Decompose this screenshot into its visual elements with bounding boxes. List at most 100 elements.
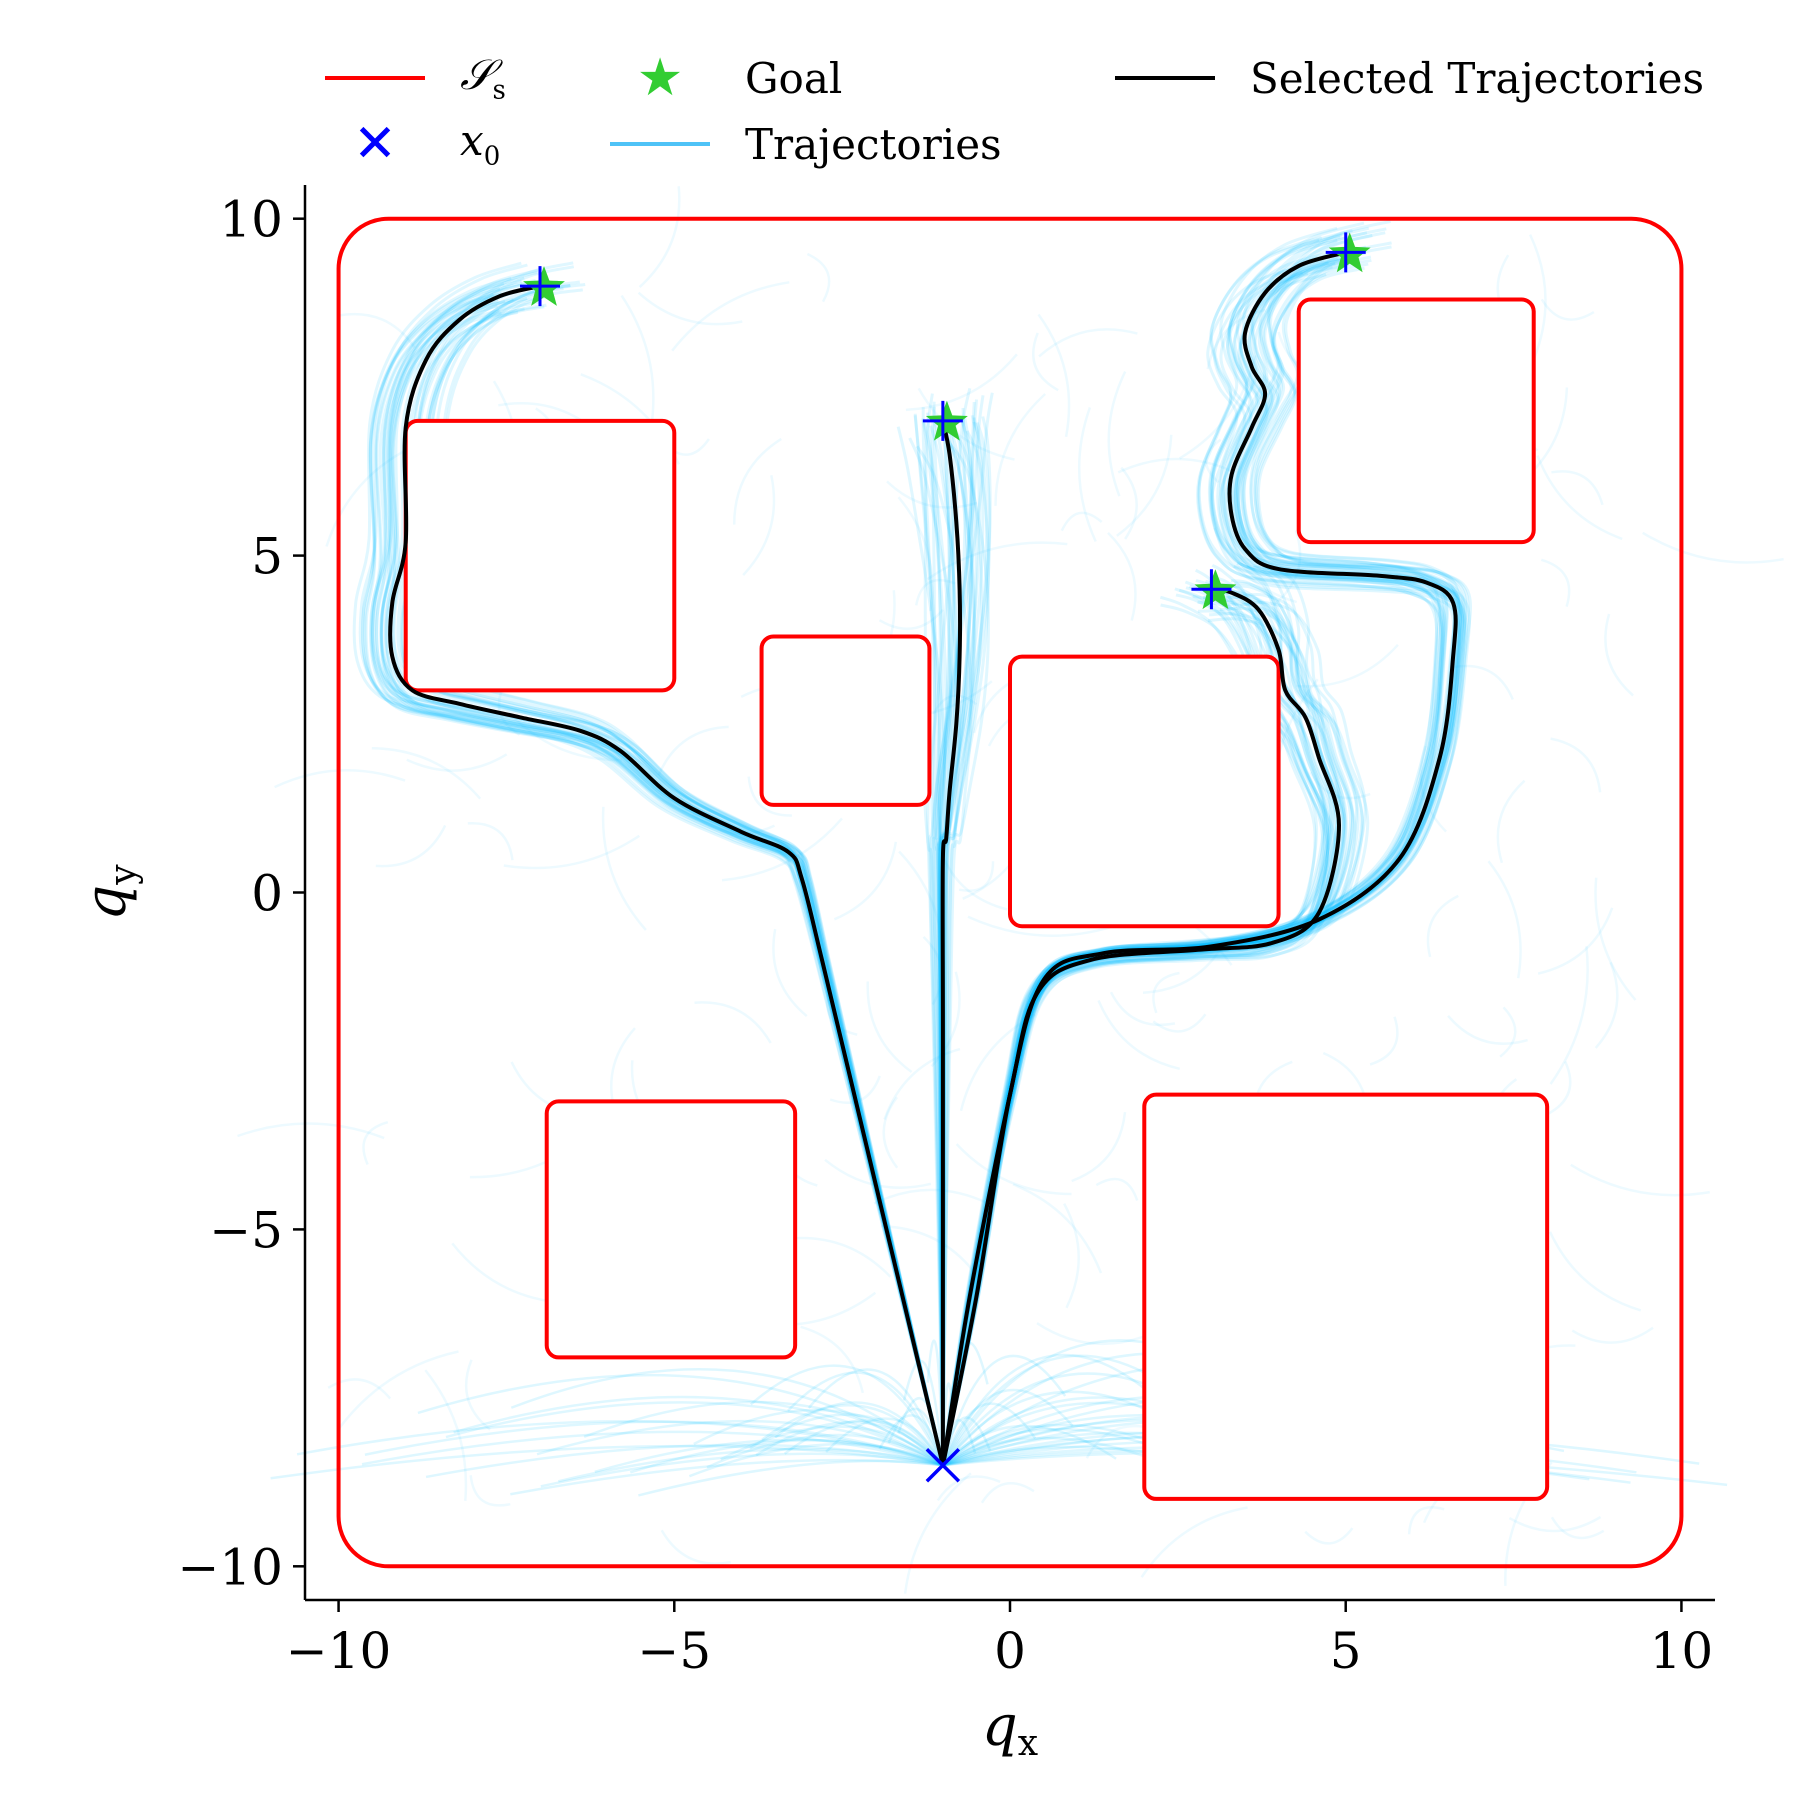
trajectory-sample [917, 387, 1015, 461]
legend-swatch-x0: ✕ [320, 116, 430, 172]
trajectory-end-marker-2 [922, 400, 963, 441]
trajectory-sample [1594, 961, 1619, 1049]
trajectory-sample [369, 291, 945, 1466]
trajectory-sample [507, 711, 623, 762]
legend-label-trajectories: Trajectories [745, 119, 1002, 169]
trajectory-sample [866, 981, 913, 1074]
selected-trajectory-4 [940, 250, 1458, 1468]
trajectory-sample [878, 608, 944, 630]
trajectory-sample [1120, 466, 1138, 540]
legend-item-selected: Selected Trajectories [1110, 50, 1704, 106]
trajectory-sample [363, 287, 945, 1466]
trajectory-sample [1109, 991, 1176, 1027]
obstacle-5 [544, 1099, 798, 1360]
selected-trajectory-1 [388, 284, 945, 1468]
trajectory-sample [270, 1444, 944, 1480]
trajectory-sample [1528, 234, 1547, 360]
trajectory-sample [786, 1236, 892, 1278]
trajectory-sample [941, 272, 1468, 1466]
trajectory-sample [337, 312, 416, 349]
trajectory-sample [1496, 779, 1526, 864]
trajectory-sample [557, 1447, 944, 1483]
trajectory-sample [1038, 328, 1138, 358]
trajectory-sample [721, 817, 843, 882]
trajectory-sample [406, 753, 508, 772]
trajectory-sample [412, 305, 945, 1466]
trajectory-sample [1549, 946, 1589, 1085]
trajectory-sample [1063, 1203, 1080, 1309]
trajectory-sample [750, 1364, 944, 1466]
trajectory-sample [873, 1188, 989, 1205]
trajectory-sample [1117, 457, 1236, 474]
trajectory-sample [1499, 1006, 1517, 1058]
trajectory-sample [1152, 971, 1180, 1014]
legend-swatch-safe-set [320, 50, 430, 106]
trajectory-sample [1453, 664, 1514, 700]
trajectory-sample [941, 565, 1336, 1466]
trajectory-sample [732, 437, 782, 525]
trajectory-sample [364, 292, 945, 1466]
trajectory-sample [955, 1143, 1072, 1196]
trajectory-sample [883, 1047, 961, 1120]
trajectory-sample [806, 252, 831, 303]
trajectory-sample [941, 1424, 1117, 1467]
trajectory-sample [375, 299, 945, 1466]
trajectory-sample [391, 265, 945, 1466]
trajectory-sample [385, 309, 945, 1466]
trajectory-sample [688, 1442, 944, 1478]
trajectory-sample [941, 561, 1326, 1466]
trajectory-sample [601, 806, 647, 931]
trajectory-sample [941, 1354, 1067, 1466]
trajectory-sample [938, 422, 992, 1466]
trajectory-sample [1036, 1322, 1146, 1346]
trajectory-sample [1545, 1060, 1572, 1116]
trajectory-sample [967, 915, 1113, 937]
trajectory-sample [467, 822, 514, 861]
trajectory-sample [370, 293, 945, 1466]
trajectory-sample [829, 1075, 881, 1104]
trajectory-sample [914, 578, 956, 606]
trajectory-sample [1536, 455, 1623, 541]
trajectory-sample [959, 1013, 1036, 1112]
trajectory-sample [936, 1475, 1001, 1502]
trajectory-sample [1142, 940, 1227, 994]
trajectory-sample [742, 474, 776, 576]
trajectory-sample [915, 445, 973, 1466]
trajectory-sample [1447, 1014, 1528, 1045]
trajectory-sample [325, 446, 411, 547]
trajectory-sample [694, 1001, 772, 1044]
trajectory-sample [1097, 1000, 1180, 1071]
trajectory-sample [908, 437, 962, 1466]
trajectory-sample [375, 824, 447, 868]
trajectory-sample [931, 399, 978, 1466]
trajectory-sample [637, 291, 743, 326]
ticks: −10 −5 0 5 10 −10 −5 0 5 10 [177, 191, 1713, 1680]
legend-item-safe-set: 𝒮s [320, 50, 506, 106]
trajectory-sample [932, 694, 978, 715]
trajectory-sample [1571, 1326, 1654, 1344]
trajectory-sample [833, 841, 898, 921]
trajectory-sample [772, 928, 808, 1018]
star-icon: ★ [636, 48, 684, 108]
trajectory-sample [389, 311, 945, 1466]
trajectory-sample [941, 226, 1443, 1466]
trajectory-sample [1032, 332, 1059, 392]
trajectory-sample [671, 281, 790, 352]
trajectory-sample [941, 564, 1328, 1466]
x-tick-label: −5 [637, 1622, 711, 1680]
trajectory-sample [941, 1402, 1037, 1466]
trajectory-sample [1537, 907, 1614, 975]
legend-label-x0: x0 [460, 116, 501, 172]
trajectory-sample [826, 989, 858, 1036]
trajectory-sample [941, 1388, 1074, 1466]
trajectory-sample [1107, 532, 1137, 621]
x-tick-label: −10 [286, 1622, 392, 1680]
legend-label-goal: Goal [745, 53, 843, 103]
trajectory-sample [379, 304, 945, 1466]
trajectory-sample [1077, 406, 1097, 543]
trajectory-sample [383, 297, 945, 1466]
trajectory-sample [941, 227, 1446, 1466]
trajectory-sample [941, 221, 1439, 1466]
trajectory-sample [1037, 313, 1071, 438]
